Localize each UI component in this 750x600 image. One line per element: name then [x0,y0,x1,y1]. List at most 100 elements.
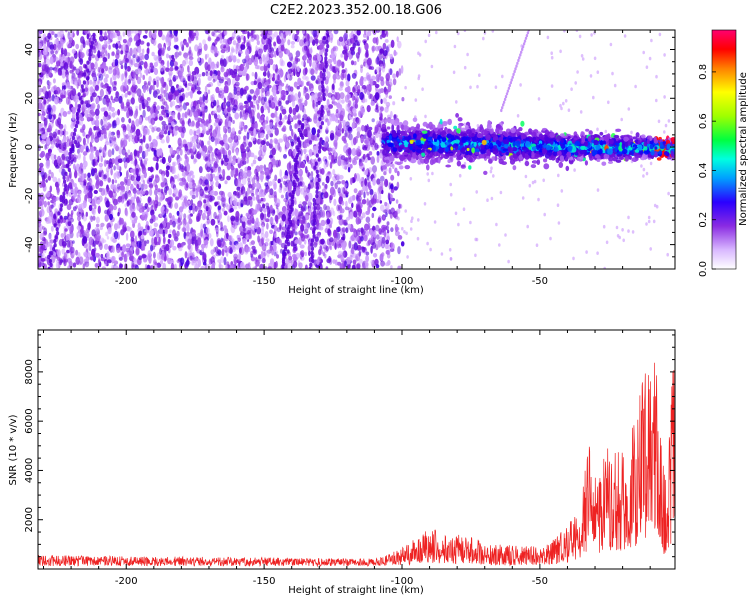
spectrogram-cell [259,58,263,65]
spectrogram-cell [329,186,335,196]
spectrogram-cell [38,112,41,117]
spectrogram-cell [247,177,250,182]
spectrogram-cell [206,53,210,58]
spectrogram-cell [390,39,395,49]
spectrogram-cell [252,95,257,101]
spectrogram-cell [314,241,318,246]
spectrogram-cell [297,65,300,73]
spectrogram-cell [157,188,161,193]
spectrogram-cell [368,126,373,131]
spectrogram-cell [197,57,201,62]
spectrogram-cell [66,81,70,89]
spectrogram-cell [111,179,115,185]
spectrogram-cell [134,158,138,167]
spectrogram-cell [124,161,128,167]
spectrogram-cell [107,52,110,59]
spectrogram-cell [104,40,108,45]
spectrogram-cell [197,73,202,78]
spectrogram-cell [227,105,231,113]
spectrogram-cell [273,138,278,144]
spectrogram-cell [82,160,88,168]
spectrogram-cell [47,201,50,206]
spectrogram-cell [242,62,246,66]
spectrogram-cell [129,254,134,262]
spectrogram-cell [311,127,317,136]
spectrogram-cell [177,85,182,91]
spectrogram-cell [378,70,382,78]
spectrogram-cell [90,168,95,177]
spectrogram-cell [262,197,266,202]
spectrogram-cell [259,164,264,169]
spectrogram-cell [173,174,178,180]
spectrogram-cell [99,30,103,36]
spectrogram-cell [60,47,64,55]
spectrogram-cell [319,169,323,174]
spectrogram-cell [159,93,164,102]
spectrogram-cell [142,109,146,118]
spectrogram-cell [112,198,118,206]
spectrogram-cell [328,257,333,265]
spectrogram-cell [146,47,150,55]
spectrogram-cell [63,48,68,57]
spectrogram-cell [330,37,333,44]
spectrogram-cell [281,226,287,231]
spectrogram-cell [304,99,308,107]
spectrogram-cell [95,118,99,127]
spectrogram-cell [47,81,52,86]
spectrogram-cell [87,222,91,231]
spectrogram-cell [120,139,124,148]
spectrogram-cell [351,264,356,269]
spectrogram-cell [89,152,94,161]
spectrogram-cell [374,126,379,134]
spectrogram-cell [401,97,405,102]
spectrogram-cell [76,195,82,203]
spectrogram-cell [38,43,43,50]
spectrogram-cell [166,109,170,118]
spectrogram-cell [64,131,69,135]
spectrogram-cell [367,239,371,246]
spectrogram-cell [135,248,140,256]
spectrogram-cell [89,215,93,220]
spectrogram-cell [244,57,249,64]
spectrogram-cell [249,198,253,207]
spectrogram-cell [136,189,141,195]
spectrogram-cell [324,253,327,259]
spectrogram-cell [264,182,269,187]
spectrogram-cell [229,241,233,246]
spectrogram-cell [151,245,155,250]
spectrogram-cell [128,135,131,142]
spectrogram-cell [195,190,199,198]
spectrogram-cell [48,204,53,213]
spectrogram-cell [128,109,134,117]
spectrogram-cell [100,118,104,126]
spectrogram-cell [217,168,221,173]
spectrogram-cell [74,98,78,103]
spectrogram-cell [280,32,284,39]
spectrogram-cell [196,204,202,210]
spectrogram-cell [43,56,47,65]
spectrogram-cell [205,130,210,136]
spectrogram-cell [148,135,152,142]
spectrogram-cell [104,261,108,267]
spectrogram-cell [116,245,121,254]
spectrogram-cell [294,239,300,244]
spectrogram-cell [262,203,266,209]
spectrogram-cell [193,158,198,163]
spectrogram-cell [339,92,345,100]
spectrogram-cell [82,123,86,130]
spectrogram-cell [50,153,55,161]
spectrogram-cell [74,170,78,179]
spectrogram-cell [126,252,130,257]
spectrogram-cell [114,179,118,184]
spectrogram-cell [192,182,197,188]
spectrogram-cell [106,101,109,107]
spectrogram-cell [97,103,100,110]
spectrogram-cell [179,41,183,48]
spectrogram-cell [106,170,110,179]
spectrogram-cell [62,182,65,187]
spectrogram-cell [255,87,260,96]
spectrogram-cell [238,130,242,135]
spectrogram-cell [168,55,172,59]
